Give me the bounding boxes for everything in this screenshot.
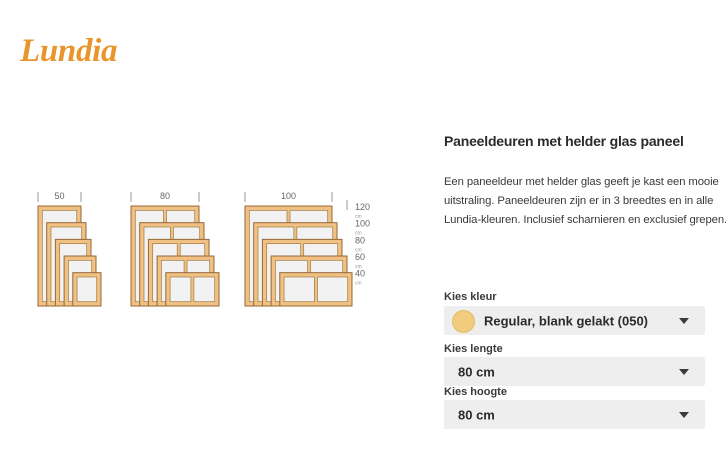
svg-text:80: 80 bbox=[160, 191, 170, 201]
svg-text:cm: cm bbox=[355, 281, 362, 287]
svg-text:50: 50 bbox=[54, 191, 64, 201]
svg-text:80: 80 bbox=[355, 235, 365, 245]
svg-text:60: 60 bbox=[355, 252, 365, 262]
svg-text:40: 40 bbox=[355, 269, 365, 279]
svg-text:100: 100 bbox=[281, 191, 296, 201]
svg-text:120: 120 bbox=[355, 202, 370, 212]
svg-text:100: 100 bbox=[355, 219, 370, 229]
